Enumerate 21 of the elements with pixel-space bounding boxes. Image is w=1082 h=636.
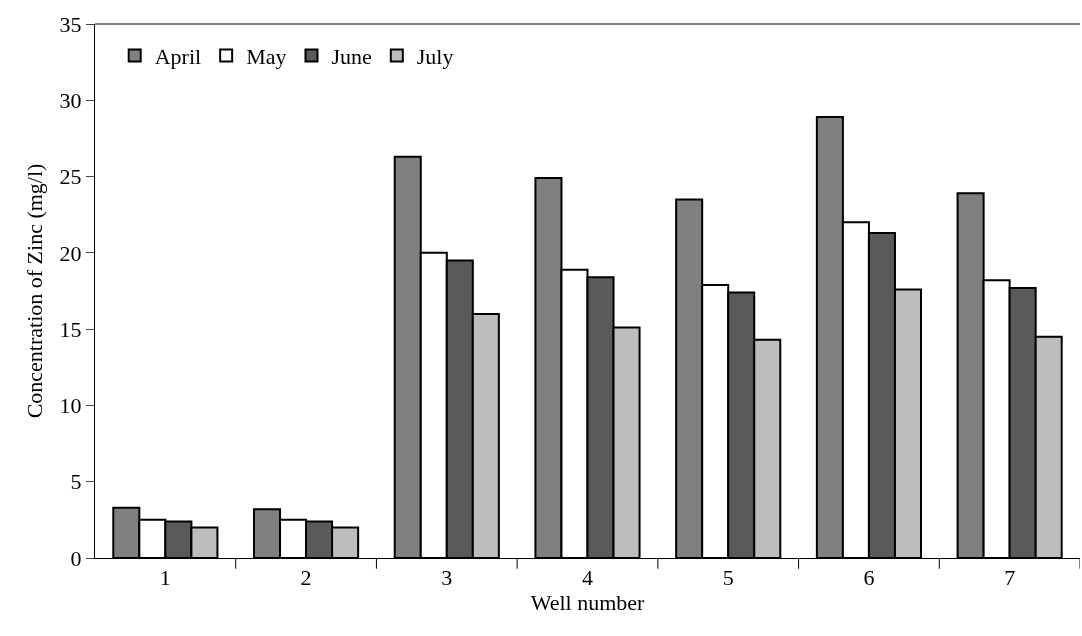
y-tick-label: 5 bbox=[70, 469, 82, 495]
x-tick-label: 4 bbox=[582, 565, 593, 591]
x-tick-label: 3 bbox=[441, 565, 453, 591]
x-tick-label: 1 bbox=[159, 565, 171, 591]
x-tick-label: 7 bbox=[1004, 565, 1016, 591]
legend-label: April bbox=[154, 44, 202, 70]
y-tick-label: 15 bbox=[59, 316, 82, 342]
y-tick-label: 25 bbox=[59, 164, 82, 190]
x-tick-label: 6 bbox=[863, 565, 875, 591]
y-tick-label: 35 bbox=[59, 11, 82, 37]
x-axis-title: Well number bbox=[530, 590, 646, 616]
y-tick-label: 30 bbox=[59, 87, 82, 113]
y-tick-label: 10 bbox=[59, 393, 82, 419]
legend-label: May bbox=[246, 44, 287, 70]
x-tick-label: 5 bbox=[722, 565, 734, 591]
x-tick-label: 2 bbox=[300, 565, 312, 591]
y-tick-label: 20 bbox=[59, 240, 82, 266]
y-axis-title: Concentration of Zinc (mg/l) bbox=[22, 163, 48, 419]
y-tick-label: 0 bbox=[70, 545, 82, 571]
legend-label: July bbox=[416, 44, 454, 70]
legend-label: June bbox=[331, 44, 372, 70]
